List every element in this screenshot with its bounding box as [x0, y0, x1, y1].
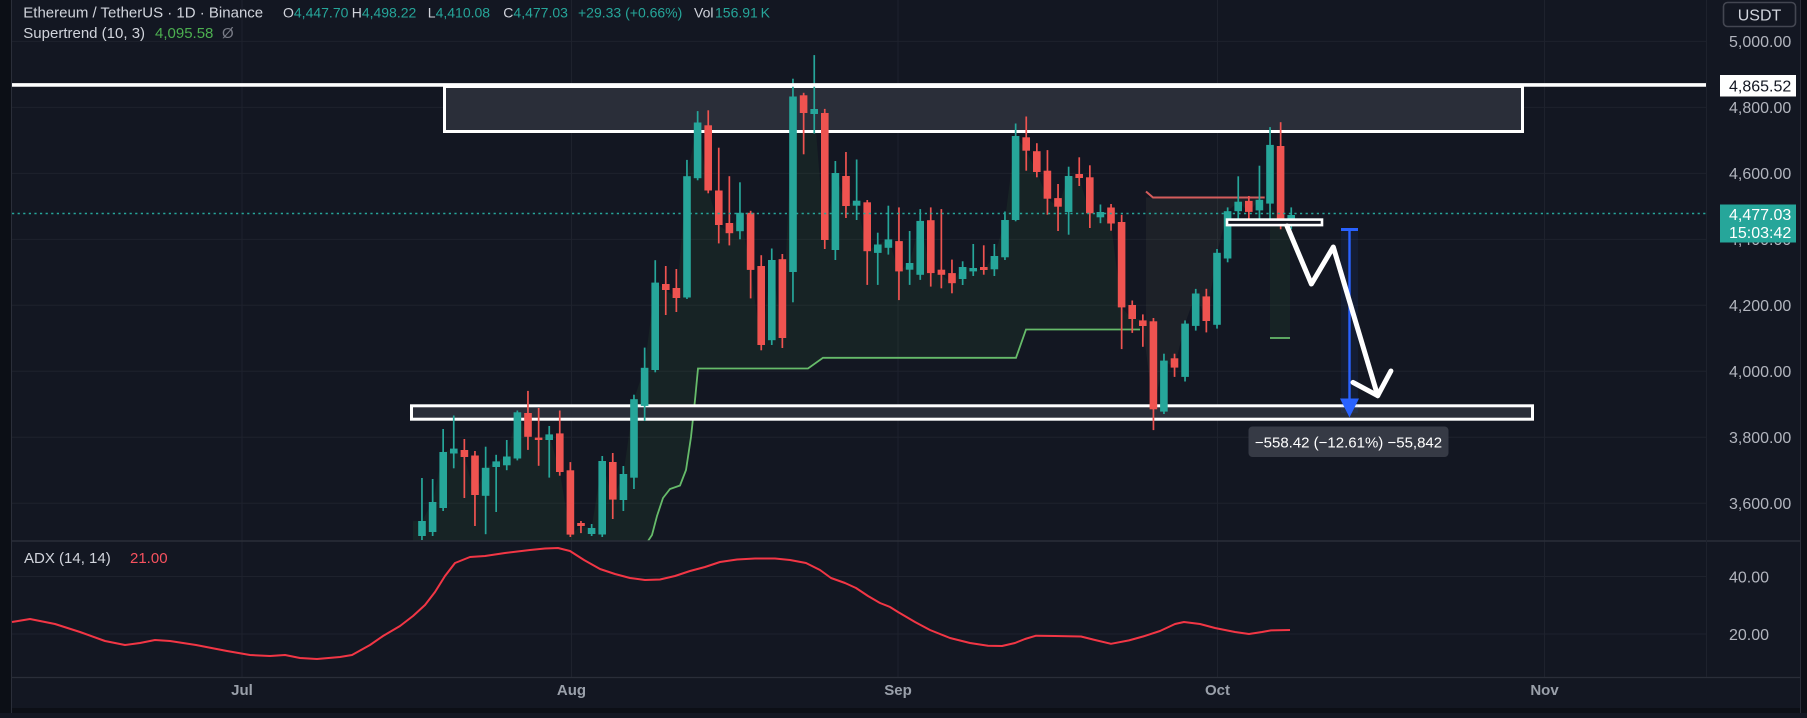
svg-text:Oct: Oct: [1205, 682, 1230, 699]
svg-text:40.00: 40.00: [1729, 569, 1769, 586]
svg-text:4,200.00: 4,200.00: [1729, 298, 1791, 315]
svg-text:Sep: Sep: [884, 682, 912, 699]
svg-text:USDT: USDT: [1738, 7, 1782, 24]
svg-text:4,000.00: 4,000.00: [1729, 364, 1791, 381]
svg-text:5,000.00: 5,000.00: [1729, 34, 1791, 51]
svg-text:ADX (14, 14): ADX (14, 14): [24, 550, 111, 567]
svg-text:21.00: 21.00: [130, 550, 168, 567]
svg-text:Ø: Ø: [222, 25, 234, 42]
svg-text:Ethereum / TetherUS · 1D · Bin: Ethereum / TetherUS · 1D · Binance: [23, 5, 263, 22]
svg-text:Nov: Nov: [1530, 682, 1559, 699]
svg-text:3,600.00: 3,600.00: [1729, 496, 1791, 513]
svg-text:Supertrend (10, 3): Supertrend (10, 3): [23, 25, 145, 42]
svg-text:4,600.00: 4,600.00: [1729, 166, 1791, 183]
svg-text:4,095.58: 4,095.58: [155, 25, 213, 42]
svg-text:Aug: Aug: [557, 682, 586, 699]
svg-text:20.00: 20.00: [1729, 627, 1769, 644]
svg-text:4,865.52: 4,865.52: [1729, 78, 1791, 95]
svg-text:Jul: Jul: [231, 682, 253, 699]
svg-text:−558.42 (−12.61%) −55,842: −558.42 (−12.61%) −55,842: [1255, 435, 1442, 452]
svg-text:4,800.00: 4,800.00: [1729, 100, 1791, 117]
svg-text:15:03:42: 15:03:42: [1729, 225, 1791, 242]
svg-text:3,800.00: 3,800.00: [1729, 430, 1791, 447]
svg-text:4,477.03: 4,477.03: [1729, 207, 1791, 224]
